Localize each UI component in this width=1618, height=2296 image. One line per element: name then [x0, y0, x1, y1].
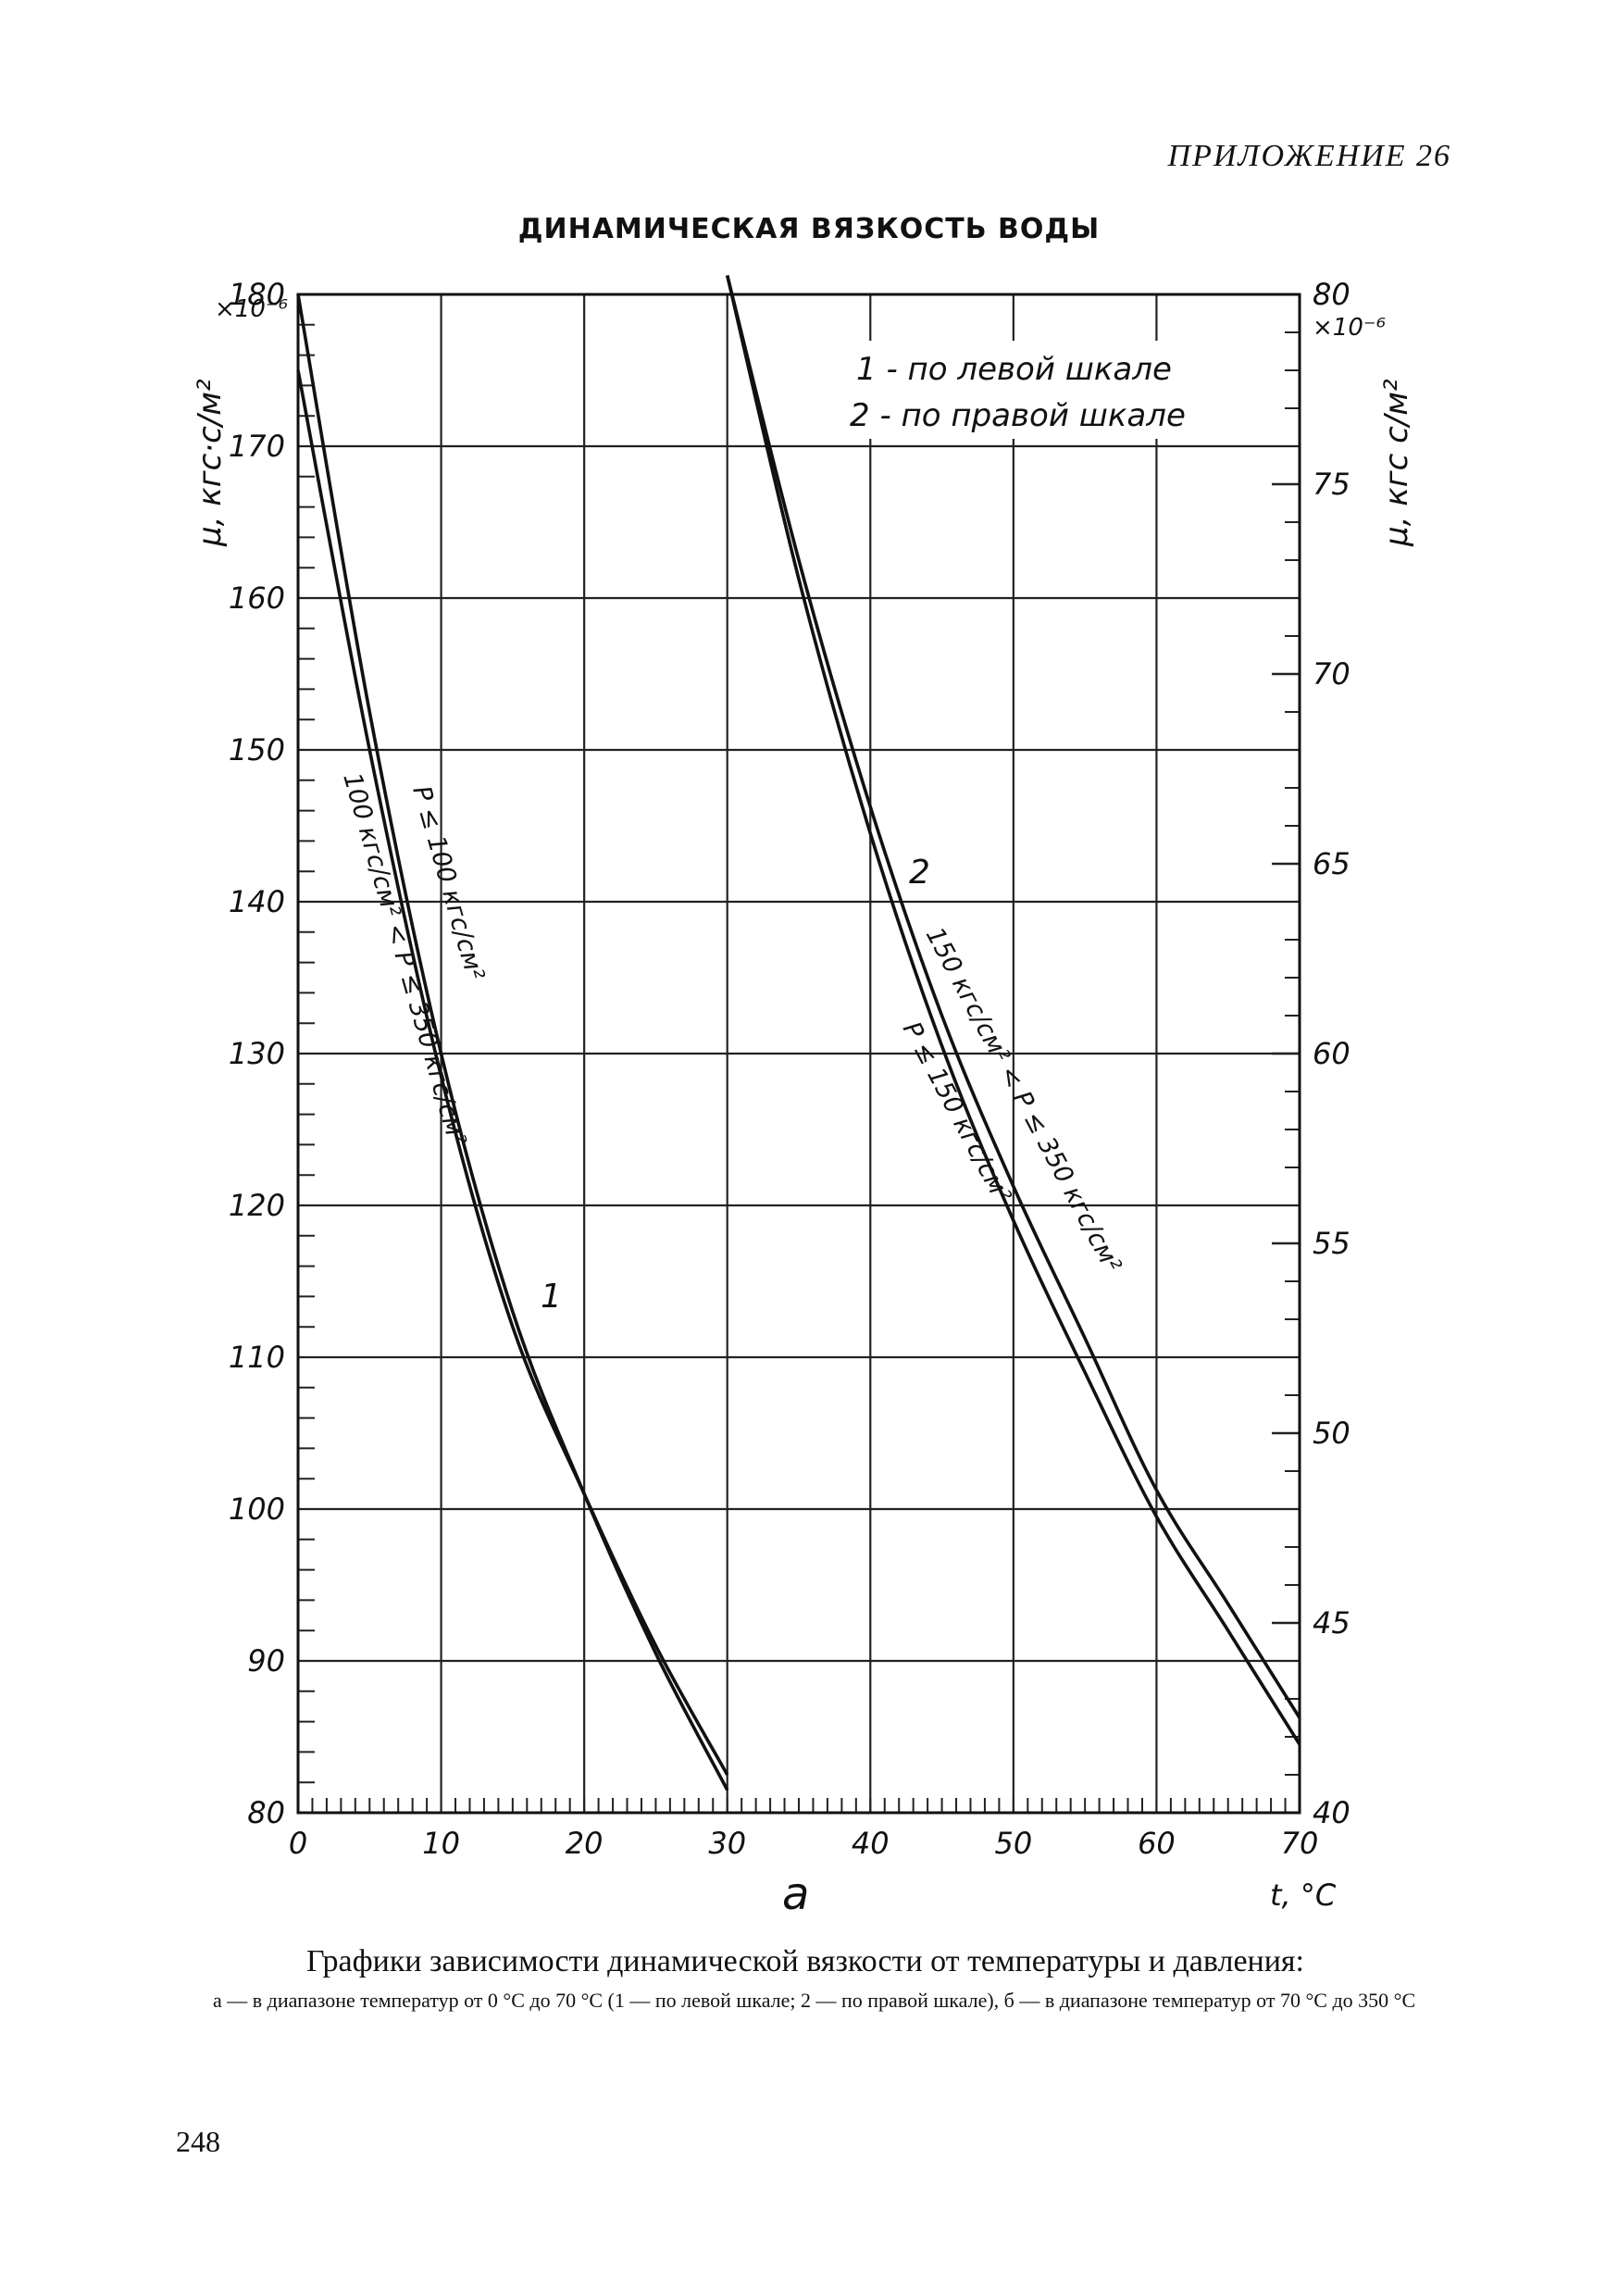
- page-title: ДИНАМИЧЕСКАЯ ВЯЗКОСТЬ ВОДЫ: [517, 213, 1101, 245]
- x-axis-label: t, °C: [1270, 1878, 1337, 1913]
- series-line-4: [725, 275, 1301, 1746]
- plot-frame: [296, 293, 1301, 1815]
- chart-curves: [296, 275, 1301, 1791]
- y-left-tick-label: 110: [229, 1340, 285, 1375]
- legend-entry-2: 2 - по правой шкале: [850, 397, 1186, 434]
- y-left-tick-label: 180: [229, 277, 285, 312]
- y-right-tick-label: 70: [1313, 656, 1350, 692]
- curve-label-1: 1: [541, 1278, 562, 1316]
- x-tick-label: 60: [1138, 1826, 1176, 1861]
- curve-label-2: 2: [909, 854, 930, 892]
- y-right-tick-label: 80: [1313, 277, 1350, 312]
- y-right-tick-label: 40: [1313, 1795, 1350, 1830]
- y-left-tick-label: 170: [229, 429, 285, 464]
- x-tick-label: 40: [852, 1826, 890, 1861]
- page-number: 248: [176, 2125, 220, 2158]
- y-left-tick-label: 150: [229, 732, 285, 767]
- x-tick-label: 0: [289, 1826, 307, 1861]
- x-tick-label: 70: [1281, 1826, 1319, 1861]
- y-left-tick-label: 160: [229, 580, 285, 616]
- x-tick-label: 30: [708, 1826, 746, 1861]
- y-left-tick-labels: 80 90 100 110 120 130 140 150 160 170 180: [229, 277, 285, 1830]
- y-left-tick-label: 80: [247, 1795, 285, 1830]
- y-right-tick-label: 45: [1313, 1605, 1350, 1641]
- legend-entry-1: 1 - по левой шкале: [856, 351, 1172, 388]
- y-left-tick-label: 140: [229, 884, 285, 919]
- right-axis-multiplier: ×10⁻⁶: [1313, 314, 1386, 342]
- y-right-tick-labels: 40 45 50 55 60 65 70 75 80: [1313, 277, 1350, 1830]
- left-axis-multiplier: ×10⁻⁶: [215, 295, 288, 323]
- y-right-tick-label: 75: [1313, 467, 1350, 502]
- appendix-label: ПРИЛОЖЕНИЕ 26: [1167, 139, 1451, 173]
- figure-caption: Графики зависимости динамической вязкост…: [305, 1944, 1305, 1978]
- series-line-3: [725, 275, 1301, 1719]
- series-line-1: [296, 293, 729, 1791]
- y-right-axis-label: μ, кгс с/м²: [1378, 379, 1415, 547]
- y-right-tick-label: 60: [1313, 1036, 1350, 1071]
- y-left-tick-label: 130: [229, 1036, 285, 1071]
- x-tick-label: 20: [566, 1826, 604, 1861]
- y-left-tick-label: 90: [247, 1643, 285, 1678]
- y-left-tick-label: 100: [229, 1491, 285, 1527]
- x-tick-label: 50: [994, 1826, 1032, 1861]
- y-right-tick-label: 50: [1313, 1416, 1350, 1451]
- series-line-2: [296, 369, 729, 1776]
- y-left-axis-label: μ, кгс·с/м²: [192, 379, 229, 547]
- y-right-tick-label: 65: [1313, 846, 1350, 881]
- series-label-100-350: 100 кгс/см² < P ≤ 350 кгс/см²: [337, 769, 471, 1149]
- legend-background: [833, 341, 1222, 439]
- figure-caption-detail: а — в диапазоне температур от 0 °С до 70…: [213, 1989, 1416, 2012]
- chart-minor-ticks: [297, 293, 1301, 1815]
- y-right-tick-label: 55: [1313, 1226, 1350, 1261]
- chart-grid: [296, 293, 1301, 1815]
- panel-label: а: [782, 1868, 809, 1920]
- x-tick-labels: 0 10 20 30 40 50 60 70: [289, 1826, 1319, 1861]
- y-left-tick-label: 120: [229, 1188, 285, 1223]
- x-tick-label: 10: [422, 1826, 460, 1861]
